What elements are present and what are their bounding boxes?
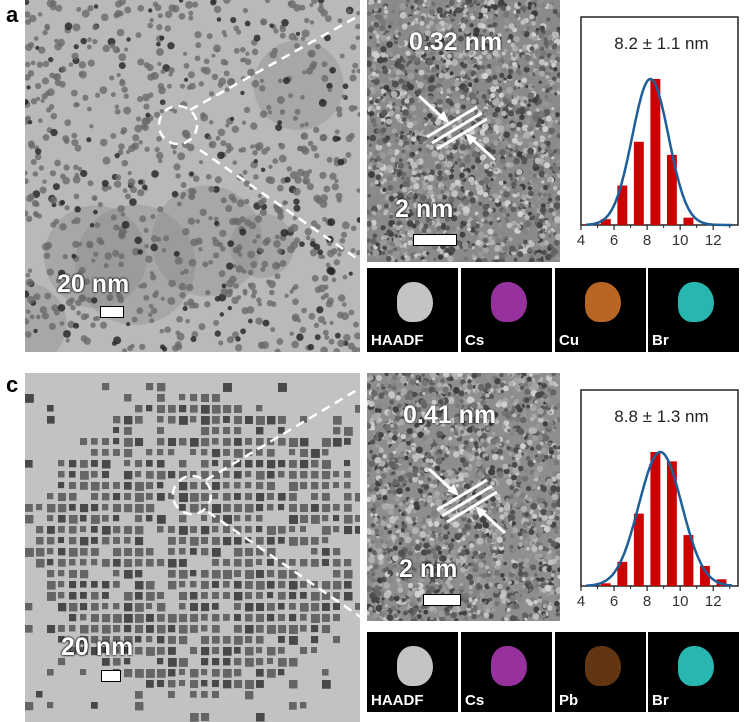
histogram-bar bbox=[683, 535, 694, 586]
lattice-fringe-marker bbox=[417, 94, 497, 162]
x-tick-label: 6 bbox=[610, 232, 618, 249]
histogram-bar bbox=[683, 217, 694, 225]
histogram-bar bbox=[617, 185, 628, 225]
tem-scale-label-c: 20 nm bbox=[61, 633, 134, 661]
eds-map-cs: Cs bbox=[461, 632, 552, 712]
hrtem-image-a: 0.32 nm 2 nm bbox=[367, 0, 560, 262]
hrtem-scale-label-c: 2 nm bbox=[399, 555, 458, 583]
eds-label: Cs bbox=[465, 692, 485, 709]
tem-image-a: 20 nm bbox=[25, 0, 360, 352]
gaussian-fit-line bbox=[585, 450, 733, 587]
element-signal bbox=[678, 282, 714, 322]
histogram-bar bbox=[699, 565, 710, 586]
panel-letter-c: c bbox=[6, 372, 19, 397]
eds-label: Br bbox=[652, 692, 669, 709]
eds-map-pb: Pb bbox=[555, 632, 646, 712]
eds-label: Br bbox=[652, 332, 669, 349]
arrow-icon bbox=[427, 467, 455, 493]
tem-image-c: 20 nm bbox=[25, 373, 360, 722]
element-signal bbox=[491, 646, 527, 686]
x-tick-label: 8 bbox=[643, 232, 651, 249]
histogram-bar bbox=[600, 583, 611, 586]
histogram-bar bbox=[650, 452, 661, 586]
histogram-bar bbox=[633, 513, 644, 586]
arrow-icon bbox=[469, 136, 497, 162]
histogram-bar bbox=[617, 561, 628, 586]
arrow-icon bbox=[417, 94, 445, 120]
hrtem-scale-bar-c bbox=[423, 594, 461, 606]
tem-scale-bar-c bbox=[101, 670, 121, 682]
lattice-spacing-c: 0.41 nm bbox=[403, 401, 497, 429]
size-distribution-title: 8.8 ± 1.3 nm bbox=[614, 407, 708, 426]
tem-scale-label-a: 20 nm bbox=[57, 270, 130, 298]
element-signal bbox=[585, 282, 621, 322]
x-tick-label: 4 bbox=[577, 593, 585, 610]
x-tick-label: 12 bbox=[705, 593, 722, 610]
x-tick-label: 10 bbox=[672, 232, 689, 249]
histogram-bar bbox=[666, 154, 677, 225]
hrtem-scale-bar-a bbox=[413, 234, 457, 246]
histogram-bar bbox=[650, 79, 661, 225]
size-distribution-title: 8.2 ± 1.1 nm bbox=[614, 34, 708, 53]
eds-map-haadf: HAADF bbox=[367, 632, 458, 712]
eds-map-haadf: HAADF bbox=[367, 268, 458, 352]
histogram-bar bbox=[633, 141, 644, 225]
x-tick-label: 12 bbox=[705, 232, 722, 249]
x-tick-label: 6 bbox=[610, 593, 618, 610]
tem-scale-bar-a bbox=[100, 306, 124, 318]
eds-label: HAADF bbox=[371, 332, 424, 349]
eds-map-br: Br bbox=[648, 268, 739, 352]
eds-map-br: Br bbox=[648, 632, 739, 712]
size-histogram-a: 4 6 8 10 12 8.2 ± 1.1 nm bbox=[577, 16, 739, 249]
lattice-spacing-a: 0.32 nm bbox=[409, 28, 503, 56]
eds-label: Pb bbox=[559, 692, 579, 709]
x-tick-label: 8 bbox=[643, 593, 651, 610]
eds-label: Cu bbox=[559, 332, 579, 349]
histogram-bar bbox=[666, 461, 677, 586]
lattice-fringe-marker bbox=[427, 467, 507, 535]
size-histogram-c: 4 6 8 10 12 8.8 ± 1.3 nm bbox=[577, 389, 739, 610]
panel-letter-a: a bbox=[6, 2, 19, 27]
element-signal bbox=[585, 646, 621, 686]
element-signal bbox=[491, 282, 527, 322]
element-signal bbox=[678, 646, 714, 686]
x-tick-label: 4 bbox=[577, 232, 585, 249]
histogram-bar bbox=[600, 219, 611, 225]
element-signal bbox=[397, 646, 433, 686]
hrtem-scale-label-a: 2 nm bbox=[395, 195, 454, 223]
eds-label: HAADF bbox=[371, 692, 424, 709]
gaussian-fit-line bbox=[586, 77, 733, 227]
eds-map-cs: Cs bbox=[461, 268, 552, 352]
element-signal bbox=[397, 282, 433, 322]
arrow-icon bbox=[479, 509, 507, 535]
eds-label: Cs bbox=[465, 332, 485, 349]
hrtem-image-c: 0.41 nm 2 nm bbox=[367, 373, 560, 621]
eds-map-cu: Cu bbox=[555, 268, 646, 352]
x-tick-label: 10 bbox=[672, 593, 689, 610]
